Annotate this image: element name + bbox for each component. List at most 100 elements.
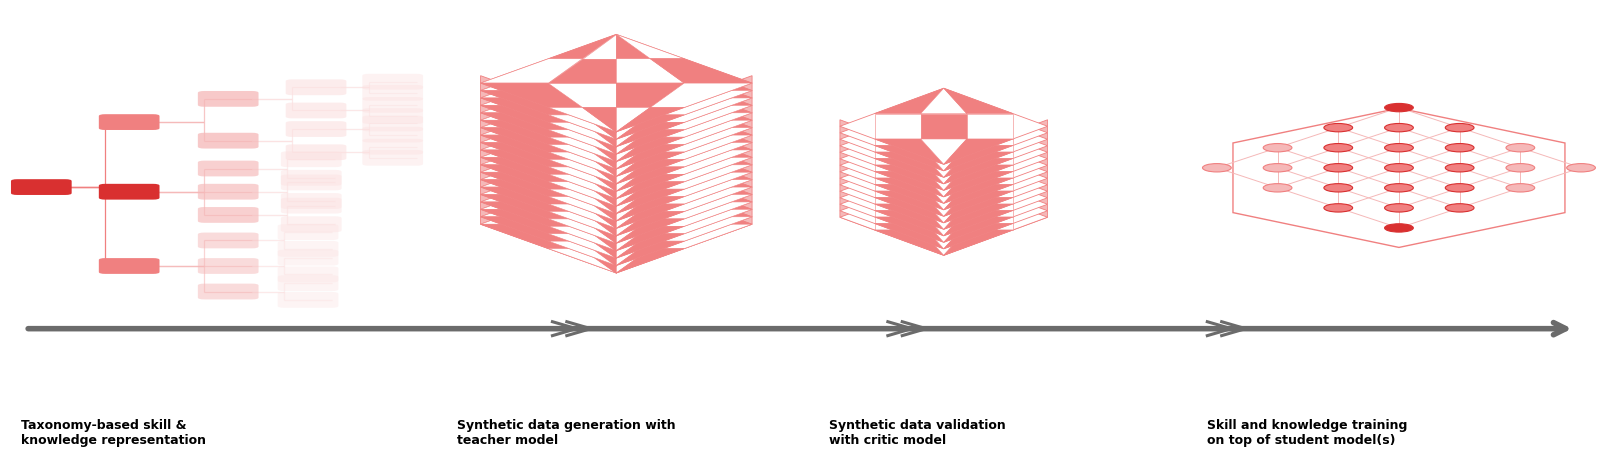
Polygon shape xyxy=(549,74,616,98)
Polygon shape xyxy=(920,127,966,153)
Polygon shape xyxy=(920,230,966,255)
Polygon shape xyxy=(616,174,685,198)
Polygon shape xyxy=(480,177,582,202)
Polygon shape xyxy=(650,135,752,159)
Polygon shape xyxy=(549,163,616,187)
Polygon shape xyxy=(616,234,650,258)
Polygon shape xyxy=(944,88,1013,113)
Polygon shape xyxy=(549,170,616,194)
Polygon shape xyxy=(480,120,582,145)
Polygon shape xyxy=(616,126,685,150)
Polygon shape xyxy=(549,226,616,251)
Polygon shape xyxy=(616,113,685,137)
Polygon shape xyxy=(944,191,1013,216)
Polygon shape xyxy=(549,83,616,107)
Polygon shape xyxy=(650,194,752,219)
Polygon shape xyxy=(480,192,582,217)
Polygon shape xyxy=(549,113,616,137)
Polygon shape xyxy=(920,88,966,113)
Polygon shape xyxy=(840,173,1048,249)
Polygon shape xyxy=(582,71,616,96)
Polygon shape xyxy=(549,103,616,127)
Polygon shape xyxy=(549,135,616,159)
Polygon shape xyxy=(582,35,616,59)
FancyBboxPatch shape xyxy=(198,91,259,107)
FancyBboxPatch shape xyxy=(286,121,346,137)
Polygon shape xyxy=(616,168,685,192)
Polygon shape xyxy=(920,120,966,145)
Polygon shape xyxy=(549,66,616,91)
Polygon shape xyxy=(944,114,1013,140)
Polygon shape xyxy=(875,165,944,191)
Polygon shape xyxy=(966,159,1013,184)
Polygon shape xyxy=(616,197,685,221)
Polygon shape xyxy=(480,176,752,273)
Polygon shape xyxy=(480,153,752,251)
Polygon shape xyxy=(582,137,616,162)
Polygon shape xyxy=(616,81,685,106)
Circle shape xyxy=(1506,184,1534,192)
Polygon shape xyxy=(840,114,1048,191)
Polygon shape xyxy=(616,152,685,177)
Polygon shape xyxy=(875,95,944,120)
Polygon shape xyxy=(480,123,752,221)
Polygon shape xyxy=(616,146,650,170)
Polygon shape xyxy=(582,109,616,133)
Polygon shape xyxy=(616,131,650,156)
Polygon shape xyxy=(840,120,1048,197)
Polygon shape xyxy=(480,71,752,169)
Polygon shape xyxy=(480,49,752,147)
Polygon shape xyxy=(944,217,1013,242)
Polygon shape xyxy=(480,101,752,198)
Polygon shape xyxy=(616,152,650,177)
Polygon shape xyxy=(944,179,1013,205)
FancyBboxPatch shape xyxy=(282,216,341,232)
Polygon shape xyxy=(616,138,650,163)
Circle shape xyxy=(1566,163,1595,172)
Polygon shape xyxy=(582,153,616,177)
Polygon shape xyxy=(875,134,944,159)
Polygon shape xyxy=(480,148,582,172)
Polygon shape xyxy=(549,145,616,169)
Polygon shape xyxy=(582,131,616,156)
Polygon shape xyxy=(480,96,582,120)
Polygon shape xyxy=(549,209,616,234)
Polygon shape xyxy=(616,123,685,148)
Polygon shape xyxy=(616,130,685,154)
Polygon shape xyxy=(480,157,582,182)
Polygon shape xyxy=(616,159,650,184)
Polygon shape xyxy=(920,191,966,217)
Polygon shape xyxy=(549,167,616,191)
Polygon shape xyxy=(944,184,1013,210)
Polygon shape xyxy=(875,120,944,146)
Polygon shape xyxy=(875,108,944,133)
FancyBboxPatch shape xyxy=(99,184,160,199)
Polygon shape xyxy=(616,64,650,88)
FancyBboxPatch shape xyxy=(278,224,339,240)
Polygon shape xyxy=(549,200,616,224)
Polygon shape xyxy=(616,116,685,141)
Polygon shape xyxy=(920,134,966,159)
Polygon shape xyxy=(875,127,944,153)
Polygon shape xyxy=(650,224,752,248)
Polygon shape xyxy=(582,49,616,74)
Polygon shape xyxy=(480,194,582,219)
Polygon shape xyxy=(944,134,1013,159)
Polygon shape xyxy=(616,187,685,212)
Polygon shape xyxy=(920,120,966,146)
Polygon shape xyxy=(480,133,582,157)
Polygon shape xyxy=(616,106,685,130)
Polygon shape xyxy=(650,157,752,182)
Polygon shape xyxy=(582,174,616,198)
FancyBboxPatch shape xyxy=(99,114,160,130)
Polygon shape xyxy=(616,35,650,59)
Polygon shape xyxy=(944,139,1013,164)
Polygon shape xyxy=(966,127,1013,152)
Circle shape xyxy=(1384,123,1413,132)
Polygon shape xyxy=(650,111,752,135)
Circle shape xyxy=(1384,204,1413,212)
Polygon shape xyxy=(920,133,966,158)
Polygon shape xyxy=(875,166,920,191)
Polygon shape xyxy=(616,200,685,224)
Circle shape xyxy=(1262,163,1291,172)
